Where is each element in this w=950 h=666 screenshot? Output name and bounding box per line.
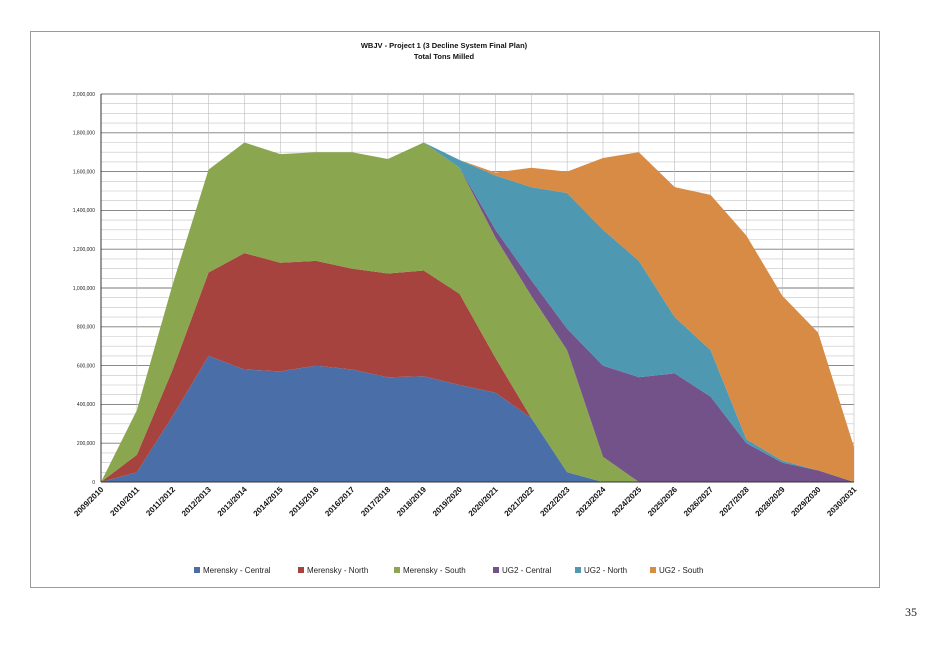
x-tick-label: 2019/2020 [431,485,464,518]
y-tick-label: 1,600,000 [73,169,95,175]
x-tick-label: 2016/2017 [323,485,356,518]
x-tick-label: 2020/2021 [467,485,500,518]
x-tick-label: 2015/2016 [287,485,320,518]
x-tick-label: 2009/2010 [72,485,105,518]
x-tick-label: 2028/2029 [754,485,787,518]
area-merensky-south [101,142,854,482]
y-tick-label: 1,000,000 [73,286,95,292]
legend-label: UG2 - South [659,566,703,575]
x-tick-label: 2018/2019 [395,485,428,518]
x-tick-label: 2023/2024 [574,485,607,518]
x-tick-label: 2024/2025 [610,485,643,518]
x-tick-label: 2011/2012 [144,485,177,518]
legend-label: UG2 - North [584,566,627,575]
chart-svg: WBJV - Project 1 (3 Decline System Final… [72,41,858,575]
page-number: 35 [905,605,917,619]
x-tick-label: 2017/2018 [359,485,392,518]
y-tick-label: 1,200,000 [73,247,95,253]
legend-swatch [650,567,656,573]
x-tick-label: 2012/2013 [180,485,213,518]
x-tick-label: 2026/2027 [682,485,715,518]
y-tick-label: 800,000 [77,325,95,331]
legend-swatch [194,567,200,573]
x-tick-label: 2029/2030 [789,485,822,518]
area-merensky-north [101,253,854,482]
x-tick-label: 2010/2011 [108,485,141,518]
legend-label: Merensky - South [403,566,466,575]
legend-swatch [493,567,499,573]
x-tick-label: 2013/2014 [216,485,249,518]
chart-frame: WBJV - Project 1 (3 Decline System Final… [30,31,880,588]
area-layer [101,142,854,482]
legend-swatch [298,567,304,573]
x-tick-label: 2021/2022 [503,485,536,518]
chart-title: WBJV - Project 1 (3 Decline System Final… [361,41,528,50]
y-tick-label: 600,000 [77,363,95,369]
x-tick-label: 2025/2026 [646,485,679,518]
area-ug2-central [101,142,854,482]
x-tick-label: 2030/2031 [825,485,858,518]
y-tick-label: 2,000,000 [73,92,95,98]
legend: Merensky - Central Merensky - North Merens… [194,566,703,575]
legend-label: Merensky - Central [203,566,271,575]
x-tick-label: 2014/2015 [252,485,285,518]
y-tick-label: 1,800,000 [73,131,95,137]
y-tick-label: 200,000 [77,441,95,447]
legend-swatch [394,567,400,573]
x-tick-label: 2022/2023 [538,485,571,518]
area-ug2-south [101,142,854,482]
y-tick-label: 0 [92,480,95,486]
legend-label: UG2 - Central [502,566,552,575]
y-tick-label: 1,400,000 [73,208,95,214]
chart-subtitle: Total Tons Milled [414,52,475,61]
legend-label: Merensky - North [307,566,368,575]
legend-swatch [575,567,581,573]
x-tick-label: 2027/2028 [718,485,751,518]
y-tick-label: 400,000 [77,402,95,408]
area-merensky-central [101,355,854,482]
